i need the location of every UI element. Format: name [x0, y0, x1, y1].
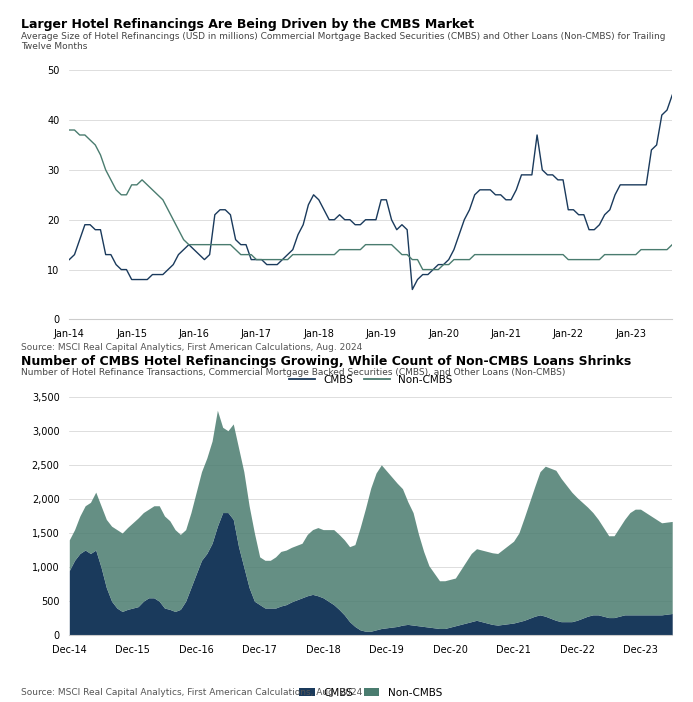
- Legend: CMBS, Non-CMBS: CMBS, Non-CMBS: [295, 683, 446, 702]
- Text: Number of CMBS Hotel Refinancings Growing, While Count of Non-CMBS Loans Shrinks: Number of CMBS Hotel Refinancings Growin…: [21, 355, 631, 368]
- Text: Source: MSCI Real Capital Analytics, First American Calculations, Aug. 2024: Source: MSCI Real Capital Analytics, Fir…: [21, 688, 362, 697]
- Legend: CMBS, Non-CMBS: CMBS, Non-CMBS: [285, 371, 457, 389]
- Text: Source: MSCI Real Capital Analytics, First American Calculations, Aug. 2024: Source: MSCI Real Capital Analytics, Fir…: [21, 343, 362, 352]
- Text: Larger Hotel Refinancings Are Being Driven by the CMBS Market: Larger Hotel Refinancings Are Being Driv…: [21, 18, 474, 31]
- Text: Average Size of Hotel Refinancings (USD in millions) Commercial Mortgage Backed : Average Size of Hotel Refinancings (USD …: [21, 32, 665, 51]
- Text: Number of Hotel Refinance Transactions, Commercial Mortgage Backed Securities (C: Number of Hotel Refinance Transactions, …: [21, 368, 565, 377]
